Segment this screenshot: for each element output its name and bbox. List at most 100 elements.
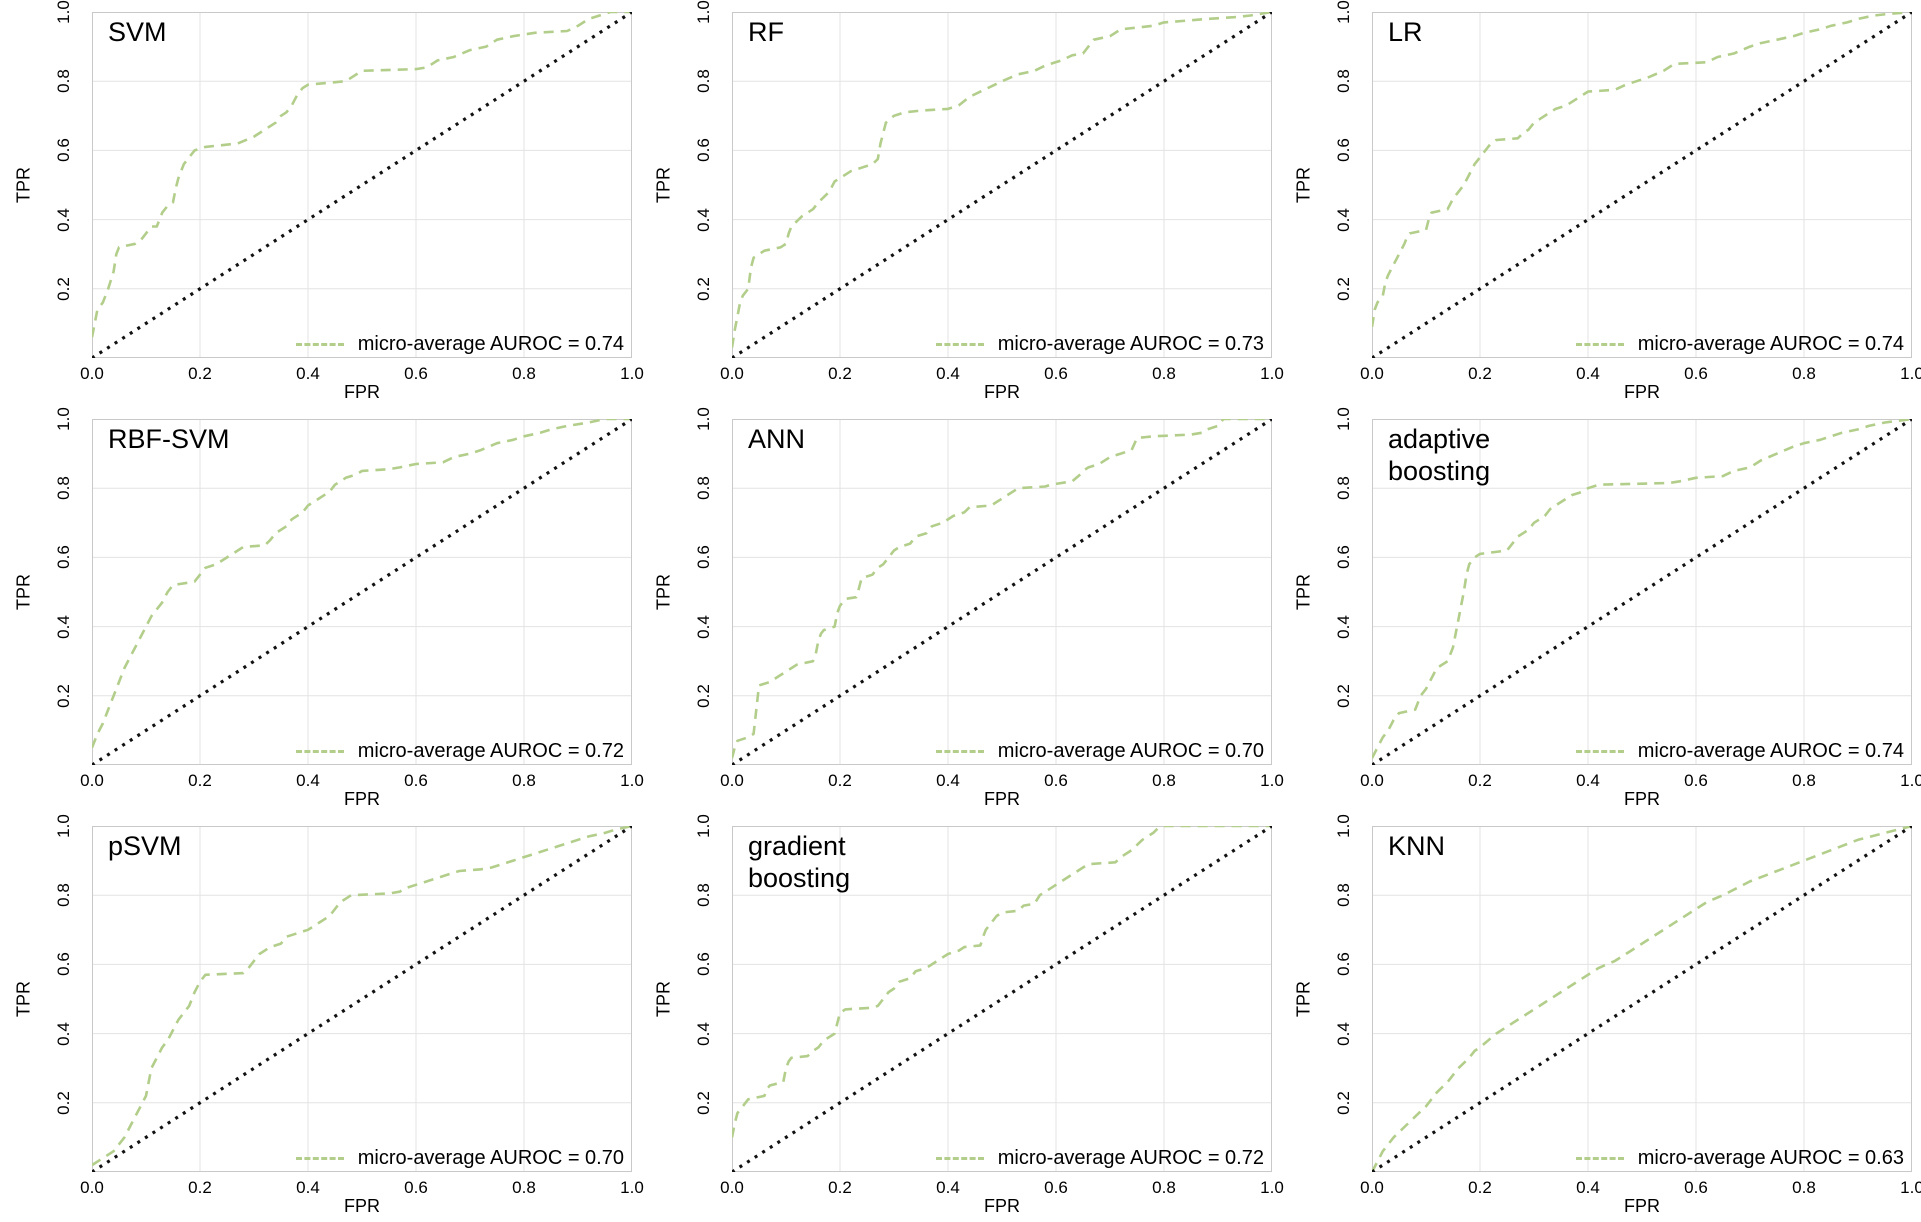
plot-area: adaptive boosting micro-average AUROC = …: [1372, 419, 1912, 765]
legend: micro-average AUROC = 0.72: [935, 1147, 1264, 1170]
legend: micro-average AUROC = 0.70: [295, 1147, 624, 1170]
roc-curve-line: [92, 12, 632, 338]
x-tick-label: 1.0: [1260, 771, 1284, 790]
y-tick-label: 1.0: [54, 407, 73, 431]
y-tick-label: 0.6: [694, 138, 713, 163]
panel-title: KNN: [1388, 831, 1446, 861]
y-tick-label: 0.8: [54, 69, 73, 94]
panel-title: LR: [1388, 17, 1423, 47]
legend-label: micro-average AUROC = 0.70: [357, 1147, 624, 1169]
roc-panel: TPR adaptive boosting micro-average AURO…: [1280, 407, 1921, 814]
legend: micro-average AUROC = 0.74: [1575, 333, 1904, 356]
panel-title: SVM: [108, 17, 167, 47]
x-axis-label: FPR: [1624, 382, 1660, 402]
panel-title: RF: [748, 17, 784, 47]
legend-label: micro-average AUROC = 0.70: [997, 740, 1264, 762]
x-tick-label: 0.2: [1468, 771, 1492, 790]
y-tick-label: 0.8: [694, 883, 713, 908]
y-tick-label: 0.6: [1334, 138, 1353, 163]
y-tick-label: 0.4: [1334, 614, 1353, 639]
plot-border: [92, 12, 632, 358]
legend: micro-average AUROC = 0.74: [1575, 740, 1904, 763]
x-tick-label: 1.0: [1900, 364, 1921, 383]
legend-label: micro-average AUROC = 0.74: [1637, 333, 1904, 355]
legend: micro-average AUROC = 0.74: [295, 333, 624, 356]
y-tick-label: 1.0: [1334, 407, 1353, 431]
y-axis-label: TPR: [653, 167, 674, 203]
y-tick-label: 0.6: [54, 138, 73, 163]
x-tick-label: 0.8: [1152, 364, 1176, 383]
x-tick-label: 0.6: [404, 771, 428, 790]
panel-title: pSVM: [108, 831, 182, 861]
y-tick-label: 0.2: [1334, 276, 1353, 301]
x-tick-label: 0.4: [1576, 771, 1600, 790]
plot-border: [92, 419, 632, 765]
x-tick-label: 0.2: [828, 771, 852, 790]
y-tick-label: 0.8: [1334, 476, 1353, 501]
y-tick-label: 0.6: [54, 545, 73, 570]
roc-curve-line: [92, 826, 632, 1167]
legend-label: micro-average AUROC = 0.72: [997, 1147, 1264, 1169]
x-tick-label: 0.2: [1468, 364, 1492, 383]
x-axis-label: FPR: [1624, 1196, 1660, 1216]
roc-panel: TPR gradient boosting micro-average AURO…: [640, 814, 1284, 1222]
x-tick-label: 0.0: [80, 364, 104, 383]
x-tick-label: 0.4: [936, 1178, 960, 1197]
chance-diagonal-line: [732, 12, 1272, 358]
x-tick-label: 0.0: [80, 1178, 104, 1197]
x-tick-label: 1.0: [1260, 1178, 1284, 1197]
roc-curve-line: [732, 826, 1272, 1138]
x-tick-label: 0.0: [1360, 364, 1384, 383]
x-tick-label: 0.0: [1360, 771, 1384, 790]
roc-panel: TPR SVM micro-average AUROC = 0.74 FPR 1…: [0, 0, 644, 407]
y-tick-label: 0.6: [694, 545, 713, 570]
roc-curve-line: [732, 419, 1272, 759]
legend: micro-average AUROC = 0.70: [935, 740, 1264, 763]
roc-curve-line: [1372, 826, 1912, 1172]
y-tick-label: 1.0: [54, 814, 73, 838]
roc-plot-svg: [1372, 12, 1912, 358]
y-tick-label: 0.2: [54, 683, 73, 708]
y-tick-label: 0.8: [694, 476, 713, 501]
plot-area: KNN micro-average AUROC = 0.63: [1372, 826, 1912, 1172]
x-tick-label: 0.8: [512, 364, 536, 383]
x-tick-label: 0.6: [1684, 364, 1708, 383]
plot-border: [732, 12, 1272, 358]
x-tick-label: 0.0: [1360, 1178, 1384, 1197]
y-tick-label: 0.4: [1334, 207, 1353, 232]
x-tick-label: 0.2: [188, 771, 212, 790]
x-tick-label: 0.4: [936, 771, 960, 790]
y-tick-label: 0.2: [54, 1090, 73, 1115]
x-tick-label: 0.6: [404, 364, 428, 383]
x-tick-label: 0.0: [720, 1178, 744, 1197]
x-axis-label: FPR: [1624, 789, 1660, 809]
legend-dashed-line-sample: [1575, 1157, 1624, 1160]
x-tick-label: 0.4: [296, 1178, 320, 1197]
y-tick-label: 1.0: [694, 814, 713, 838]
x-tick-label: 0.0: [80, 771, 104, 790]
legend-dashed-line-sample: [935, 1157, 984, 1160]
x-tick-label: 0.4: [936, 364, 960, 383]
legend-dashed-line-sample: [1575, 343, 1624, 346]
plot-border: [1372, 419, 1912, 765]
roc-plot-svg: [92, 12, 632, 358]
x-tick-label: 0.4: [1576, 364, 1600, 383]
plot-border: [1372, 826, 1912, 1172]
x-tick-label: 0.8: [512, 1178, 536, 1197]
y-tick-label: 0.6: [1334, 545, 1353, 570]
plot-area: gradient boosting micro-average AUROC = …: [732, 826, 1272, 1172]
panel-title: adaptive boosting: [1388, 424, 1491, 487]
y-tick-label: 0.2: [694, 276, 713, 301]
chance-diagonal-line: [92, 826, 632, 1172]
x-tick-label: 0.0: [720, 364, 744, 383]
plot-area: pSVM micro-average AUROC = 0.70: [92, 826, 632, 1172]
x-tick-label: 0.2: [188, 1178, 212, 1197]
y-tick-label: 0.8: [694, 69, 713, 94]
x-tick-label: 0.4: [296, 364, 320, 383]
y-axis-label: TPR: [13, 574, 34, 610]
x-axis-label: FPR: [344, 1196, 380, 1216]
x-tick-label: 0.6: [1684, 1178, 1708, 1197]
x-tick-label: 0.4: [1576, 1178, 1600, 1197]
y-tick-label: 0.6: [54, 952, 73, 977]
